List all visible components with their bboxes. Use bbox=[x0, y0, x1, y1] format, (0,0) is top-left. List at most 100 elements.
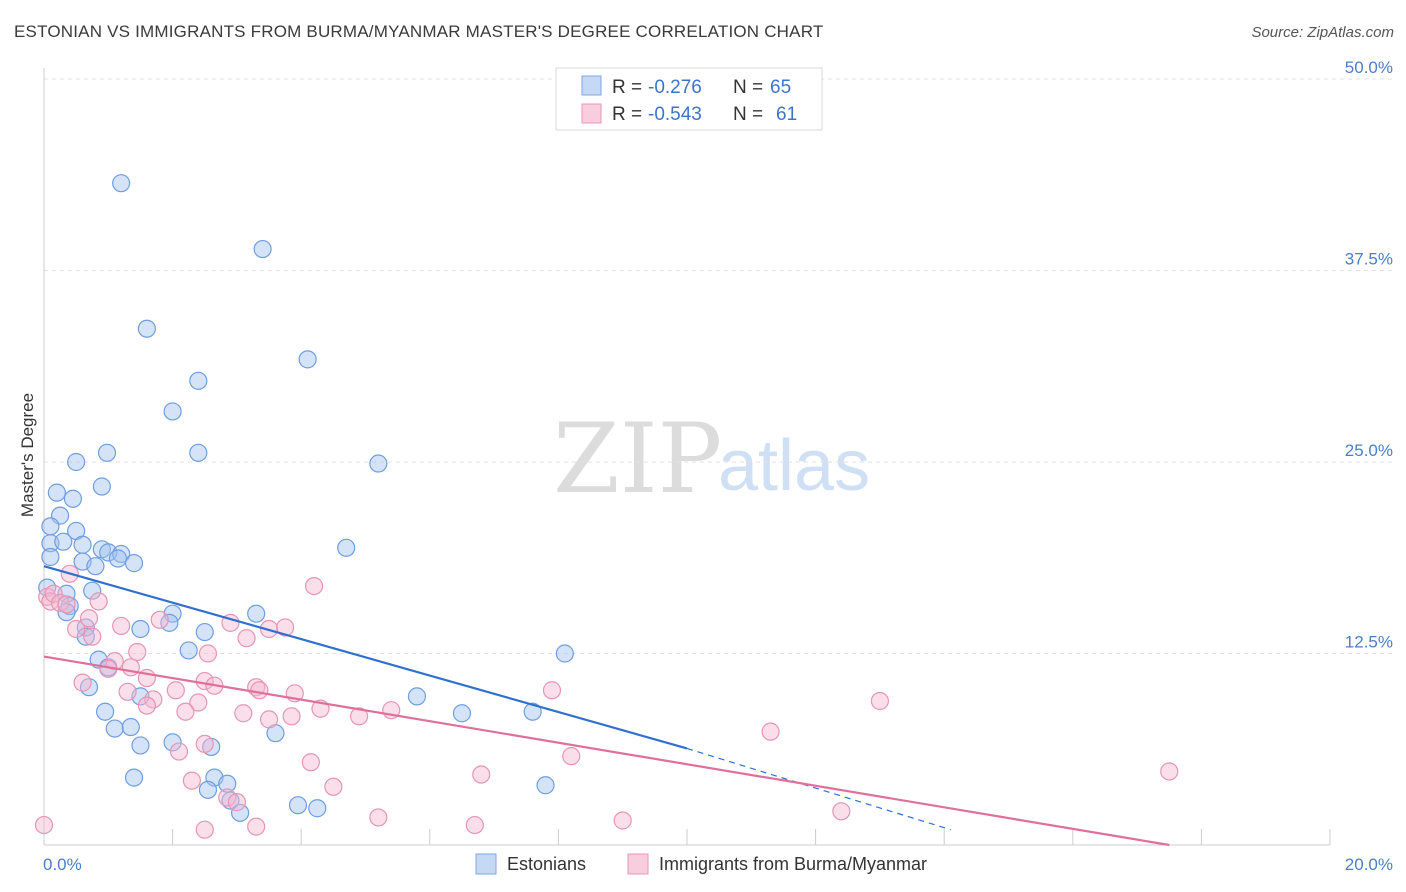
grid-lines bbox=[44, 78, 1394, 654]
estonians-point-4 bbox=[189, 371, 208, 390]
burma-point-45 bbox=[169, 742, 189, 761]
burma-point-41 bbox=[282, 707, 301, 726]
estonians-point-38 bbox=[195, 622, 214, 642]
burma-point-24 bbox=[73, 673, 92, 692]
burma-point-47 bbox=[301, 753, 320, 772]
burma-point-28 bbox=[542, 681, 562, 700]
estonians-point-40 bbox=[179, 641, 198, 660]
burma-point-27 bbox=[250, 681, 269, 700]
watermark-atlas: atlas bbox=[718, 426, 870, 506]
burma-point-57 bbox=[465, 815, 484, 835]
burma-point-20 bbox=[121, 658, 140, 677]
burma-point-4 bbox=[57, 595, 76, 614]
estonians-point-2 bbox=[137, 319, 156, 338]
estonians-point-62 bbox=[288, 796, 308, 815]
burma-point-8 bbox=[79, 609, 99, 628]
estonians-point-37 bbox=[131, 619, 150, 639]
burma-point-6 bbox=[89, 592, 108, 611]
x-tick-label-1: 20.0% bbox=[1345, 855, 1393, 874]
legend-r-label-2: R = bbox=[612, 104, 642, 125]
burma-point-12 bbox=[150, 610, 169, 629]
burma-point-10 bbox=[304, 576, 324, 596]
source-label: Source: ZipAtlas.com bbox=[1251, 24, 1394, 41]
burma-point-44 bbox=[195, 734, 214, 753]
burma-point-51 bbox=[324, 777, 343, 796]
burma-point-59 bbox=[34, 815, 54, 835]
estonians-point-18 bbox=[73, 535, 92, 554]
burma-point-2 bbox=[44, 584, 63, 603]
trend-lines bbox=[43, 565, 1170, 847]
burma-point-35 bbox=[870, 691, 890, 711]
estonians-point-39 bbox=[76, 627, 95, 646]
y-tick-label-1: 25.0% bbox=[1345, 441, 1393, 460]
burma-point-9 bbox=[83, 627, 102, 646]
bottom-legend-label-burma: Immigrants from Burma/Myanmar bbox=[659, 854, 927, 874]
estonians-point-61 bbox=[221, 791, 240, 810]
y-axis-label: Master's Degree bbox=[18, 393, 37, 517]
legend-swatch-pink bbox=[581, 103, 602, 124]
burma-point-33 bbox=[189, 693, 208, 712]
correlation-legend: R = -0.276 N = 65 R = -0.543 N = 61 bbox=[555, 67, 823, 131]
estonians-point-9 bbox=[369, 454, 388, 473]
estonians-point-32 bbox=[57, 603, 76, 622]
estonians-point-12 bbox=[63, 489, 83, 508]
burma-point-48 bbox=[182, 771, 201, 790]
burma-trend-line bbox=[43, 655, 1170, 847]
estonians-point-59 bbox=[536, 776, 555, 795]
y-tick-labels: 12.5% 25.0% 37.5% 50.0% bbox=[1345, 58, 1393, 652]
estonians-point-53 bbox=[131, 736, 150, 755]
burma-point-49 bbox=[472, 765, 491, 784]
estonians-point-22 bbox=[108, 549, 128, 568]
series-legend: Estonians Immigrants from Burma/Myanmar bbox=[475, 853, 927, 875]
estonians-point-49 bbox=[523, 702, 542, 721]
burma-point-53 bbox=[227, 793, 246, 812]
burma-point-17 bbox=[128, 642, 147, 662]
estonians-point-8 bbox=[67, 452, 86, 472]
estonians-point-24 bbox=[41, 547, 60, 567]
estonians-point-63 bbox=[308, 799, 327, 818]
estonians-trend-line bbox=[43, 565, 688, 750]
estonians-point-11 bbox=[47, 483, 66, 502]
burma-point-15 bbox=[276, 618, 295, 637]
legend-n-label-1: N = bbox=[733, 77, 763, 98]
estonians-point-56 bbox=[124, 768, 144, 787]
series-estonians-points bbox=[38, 174, 574, 822]
legend-r-label-1: R = bbox=[612, 77, 642, 98]
estonians-point-30 bbox=[83, 581, 102, 600]
burma-point-54 bbox=[832, 802, 851, 821]
estonians-point-5 bbox=[163, 402, 182, 421]
burma-point-7 bbox=[67, 619, 86, 639]
burma-point-18 bbox=[198, 644, 218, 663]
bottom-legend-swatch-blue bbox=[475, 853, 497, 875]
estonians-trend-extension bbox=[686, 747, 951, 831]
burma-point-34 bbox=[137, 696, 156, 715]
legend-r-value-2: -0.543 bbox=[648, 104, 702, 125]
axes bbox=[43, 68, 1331, 846]
legend-r-value-1: -0.276 bbox=[648, 77, 702, 98]
legend-swatch-blue bbox=[581, 75, 602, 96]
bottom-legend-label-estonians: Estonians bbox=[507, 854, 586, 874]
estonians-point-50 bbox=[105, 719, 124, 738]
burma-point-60 bbox=[195, 820, 214, 839]
burma-point-38 bbox=[176, 702, 195, 721]
y-tick-label-2: 37.5% bbox=[1345, 250, 1393, 269]
burma-point-11 bbox=[112, 616, 131, 636]
estonians-point-47 bbox=[95, 702, 115, 721]
estonians-point-6 bbox=[97, 443, 117, 462]
burma-point-56 bbox=[613, 811, 632, 830]
estonians-point-0 bbox=[112, 174, 131, 193]
burma-point-58 bbox=[247, 817, 266, 836]
estonians-point-17 bbox=[54, 532, 73, 551]
estonians-point-44 bbox=[79, 678, 99, 697]
estonians-point-27 bbox=[86, 557, 105, 576]
estonians-point-1 bbox=[253, 239, 272, 259]
y-tick-label-0: 12.5% bbox=[1345, 633, 1393, 652]
estonians-point-3 bbox=[298, 350, 317, 369]
burma-point-52 bbox=[218, 788, 237, 807]
estonians-point-54 bbox=[163, 733, 182, 752]
estonians-point-7 bbox=[189, 443, 208, 462]
y-tick-label-3: 50.0% bbox=[1345, 58, 1393, 77]
estonians-point-46 bbox=[407, 687, 427, 706]
burma-point-42 bbox=[349, 707, 369, 726]
estonians-point-41 bbox=[555, 644, 574, 663]
